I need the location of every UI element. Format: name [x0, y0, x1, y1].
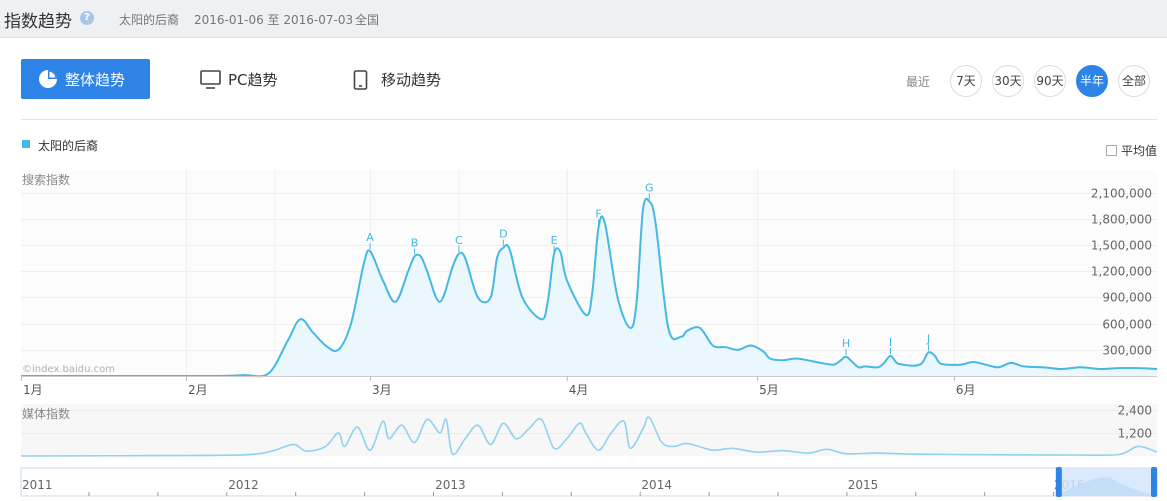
search-index-title: 搜索指数: [22, 172, 70, 187]
y-tick-label: 300,000: [1102, 344, 1152, 358]
x-tick-label: 6月: [956, 383, 976, 397]
annotation-label-d: D: [499, 228, 507, 241]
media-series-line: [20, 416, 1158, 457]
monitor-icon: [200, 70, 221, 89]
overview-year-label: 2012: [228, 478, 259, 492]
series-area: [21, 198, 1157, 377]
media-y-tick-label: 1,200: [1118, 427, 1152, 441]
mobile-phone-icon: [353, 70, 368, 90]
series-line: [21, 197, 1158, 378]
y-tick-label: 1,500,000: [1091, 239, 1152, 253]
annotation-label-f: F: [595, 208, 601, 221]
y-tick-label: 1,800,000: [1091, 213, 1152, 227]
legend-series-label[interactable]: 太阳的后裔: [38, 139, 99, 153]
y-tick-label: 1,200,000: [1091, 265, 1152, 279]
x-tick-label: 4月: [569, 383, 589, 397]
overview-year-label: 2014: [641, 478, 672, 492]
x-tick-label: 3月: [372, 383, 392, 397]
y-tick-label: 2,100,000: [1091, 187, 1152, 201]
tab-pc-label: PC趋势: [228, 71, 278, 89]
tab-pc-trend[interactable]: PC趋势: [200, 69, 290, 89]
overview-frame: [20, 467, 1158, 497]
tab-overall-label: 整体趋势: [65, 71, 126, 89]
tab-mobile-label: 移动趋势: [381, 71, 442, 89]
watermark: ©index.baidu.com: [22, 364, 115, 375]
overview-year-label: 2011: [22, 478, 53, 492]
top-bar: 指数趋势 ? 太阳的后裔 2016-01-06 至 2016-07-03 全国: [0, 0, 1167, 38]
range-7d-button[interactable]: 7天: [950, 65, 982, 97]
help-icon[interactable]: ?: [80, 11, 94, 25]
annotation-label-i: I: [889, 336, 892, 349]
annotation-label-e: E: [551, 234, 558, 247]
annotation-label-b: B: [411, 236, 419, 249]
x-tick-label: 5月: [759, 383, 779, 397]
x-tick-label: 2月: [188, 383, 208, 397]
tab-mobile-trend[interactable]: 移动趋势: [353, 69, 453, 90]
range-half-year-button[interactable]: 半年: [1076, 65, 1108, 97]
annotation-label-h: H: [842, 337, 850, 350]
annotation-label-g: G: [645, 181, 654, 194]
y-tick-label: 600,000: [1102, 318, 1152, 332]
media-index-title: 媒体指数: [22, 406, 70, 421]
media-y-tick-label: 2,400: [1118, 404, 1152, 418]
average-label[interactable]: 平均值: [1121, 144, 1158, 158]
pie-chart-icon: [39, 70, 57, 88]
tab-overall-trend[interactable]: 整体趋势: [21, 59, 150, 99]
average-checkbox[interactable]: [1106, 145, 1117, 156]
overview-year-label: 2013: [435, 478, 466, 492]
range-all-button[interactable]: 全部: [1118, 65, 1150, 97]
range-label: 最近: [906, 75, 931, 89]
page-title: 指数趋势: [4, 12, 72, 32]
x-tick-label: 1月: [23, 383, 43, 397]
media-background: [21, 404, 1157, 456]
overview-area: [1055, 477, 1157, 496]
overview-year-label: 2015: [848, 478, 879, 492]
range-90d-button[interactable]: 90天: [1034, 65, 1066, 97]
range-30d-button[interactable]: 30天: [992, 65, 1024, 97]
keyword-label: 太阳的后裔: [119, 13, 180, 27]
annotation-label-a: A: [366, 231, 374, 244]
date-range-label: 2016-01-06 至 2016-07-03: [194, 13, 354, 27]
y-tick-label: 900,000: [1102, 291, 1152, 305]
overview-left-handle[interactable]: [1055, 467, 1062, 497]
legend-swatch: [22, 140, 30, 148]
divider: [21, 119, 1157, 120]
region-label: 全国: [355, 13, 380, 27]
annotation-label-j: J: [926, 332, 930, 345]
overview-right-handle[interactable]: [1151, 467, 1157, 497]
annotation-label-c: C: [455, 234, 463, 247]
